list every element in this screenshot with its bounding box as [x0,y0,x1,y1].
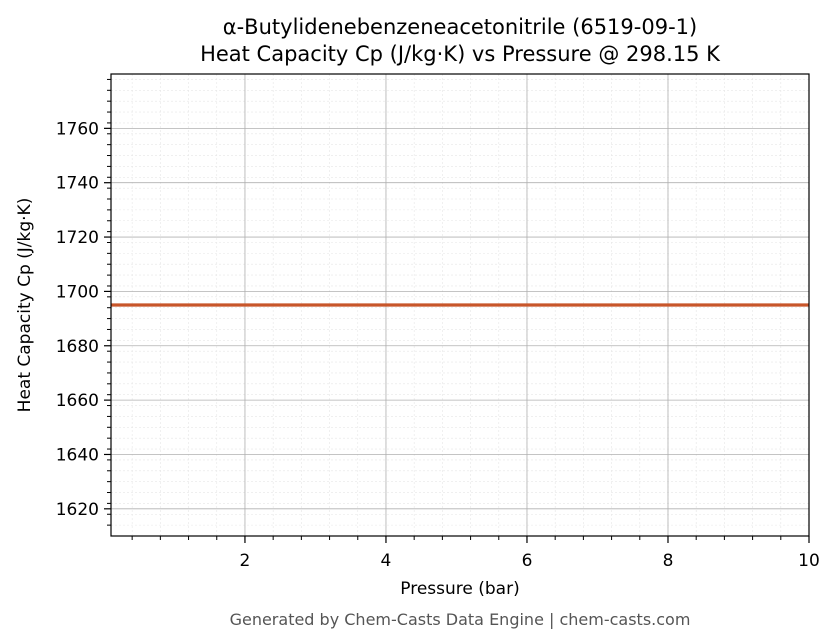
y-tick-label: 1760 [56,119,99,139]
y-tick-label: 1660 [56,391,99,411]
x-tick-label: 6 [522,551,533,571]
x-axis: 2 4 6 8 10 [131,536,820,571]
x-tick-label: 10 [798,551,820,571]
y-tick-label: 1700 [56,282,99,302]
x-tick-label: 8 [663,551,674,571]
y-axis-label: Heat Capacity Cp (J/kg·K) [15,198,35,413]
plot-frame [110,73,810,537]
y-tick-label: 1740 [56,174,99,194]
y-tick-label: 1620 [56,500,99,520]
y-tick-label: 1720 [56,228,99,248]
x-tick-label: 2 [240,551,251,571]
y-axis: 1620 1640 1660 1680 1700 1720 1740 1760 [56,78,111,526]
x-tick-label: 4 [381,551,392,571]
chart-subtitle: Heat Capacity Cp (J/kg·K) vs Pressure @ … [200,42,721,66]
chart-title: α-Butylidenebenzeneacetonitrile (6519-09… [223,15,697,39]
footer-credit: Generated by Chem-Casts Data Engine | ch… [230,610,691,629]
x-axis-label: Pressure (bar) [400,579,519,599]
y-tick-label: 1640 [56,445,99,465]
minor-grid [111,74,809,536]
y-tick-label: 1680 [56,337,99,357]
